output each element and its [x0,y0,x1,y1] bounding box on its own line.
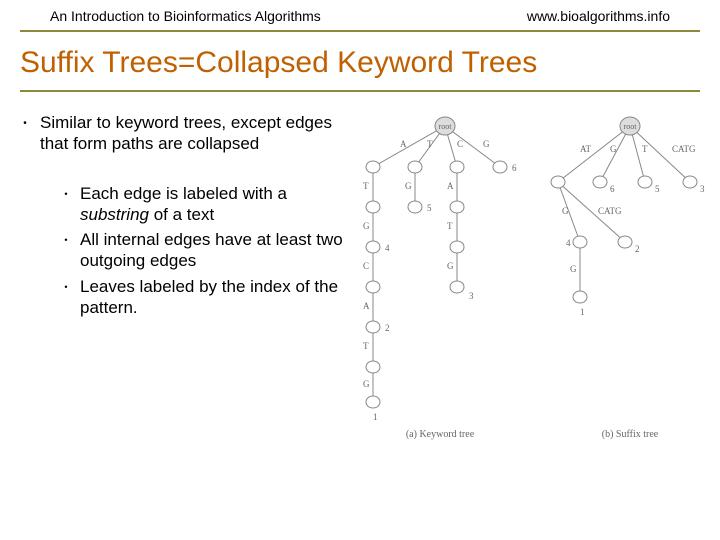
svg-text:root: root [439,122,453,131]
svg-text:T: T [363,341,369,351]
svg-text:T: T [427,139,433,149]
sub1-b: substring [80,205,149,224]
bullet-sub-2: • All internal edges have at least two o… [52,229,345,272]
svg-text:CATG: CATG [598,206,622,216]
svg-text:A: A [363,301,370,311]
svg-text:2: 2 [385,323,390,333]
svg-text:3: 3 [469,291,474,301]
svg-text:4: 4 [385,243,390,253]
bullet-sub-3-text: Leaves labeled by the index of the patte… [80,276,345,319]
svg-text:(a) Keyword tree: (a) Keyword tree [406,429,475,440]
svg-text:A: A [447,181,454,191]
suffix-tree: AT G T CATG G CATG Groot 6 5 3 4 2 1 (b) Suffix tree [540,112,720,452]
svg-text:2: 2 [635,244,640,254]
svg-text:6: 6 [512,163,517,173]
sub1-c: of a text [149,205,214,224]
svg-text:T: T [363,181,369,191]
bullet-main-text: Similar to keyword trees, except edges t… [40,112,345,155]
header-right: www.bioalgorithms.info [527,8,670,24]
svg-text:C: C [457,139,463,149]
svg-text:5: 5 [655,184,660,194]
sub1-a: Each edge is labeled with a [80,184,287,203]
svg-text:G: G [483,139,490,149]
svg-text:(b) Suffix tree: (b) Suffix tree [602,429,659,440]
diagram-column: ATCGTGAGTCGATGroot654321(a) Keyword tree… [345,112,710,322]
svg-text:G: G [363,379,370,389]
svg-text:5: 5 [427,203,432,213]
slide-title: Suffix Trees=Collapsed Keyword Trees [0,32,720,90]
svg-text:root: root [624,122,638,131]
keyword-tree: A T C G T G A G T C G A T Groot 6 5 4 3 2 1 (a) Keyword tree [345,112,535,452]
bullet-dot: • [52,183,80,226]
bullet-dot: • [10,112,40,155]
text-column: • Similar to keyword trees, except edges… [10,112,345,322]
svg-text:AT: AT [580,144,592,154]
svg-text:C: C [363,261,369,271]
svg-text:1: 1 [373,412,378,422]
bullet-sub-2-text: All internal edges have at least two out… [80,229,345,272]
bullet-sub-1-text: Each edge is labeled with a substring of… [80,183,345,226]
svg-text:T: T [642,144,648,154]
svg-text:1: 1 [580,307,585,317]
svg-text:A: A [400,139,407,149]
svg-text:G: G [562,206,569,216]
svg-text:T: T [447,221,453,231]
bullet-dot: • [52,229,80,272]
svg-text:G: G [405,181,412,191]
svg-text:G: G [447,261,454,271]
svg-text:6: 6 [610,184,615,194]
bullet-sub-1: • Each edge is labeled with a substring … [52,183,345,226]
svg-text:G: G [610,144,617,154]
header-left: An Introduction to Bioinformatics Algori… [50,8,321,24]
svg-text:3: 3 [700,184,705,194]
bullet-main: • Similar to keyword trees, except edges… [10,112,345,155]
svg-text:G: G [363,221,370,231]
svg-text:CATG: CATG [672,144,696,154]
svg-text:4: 4 [566,238,571,248]
svg-text:G: G [570,264,577,274]
bullet-sub-3: • Leaves labeled by the index of the pat… [52,276,345,319]
bullet-dot: • [52,276,80,319]
